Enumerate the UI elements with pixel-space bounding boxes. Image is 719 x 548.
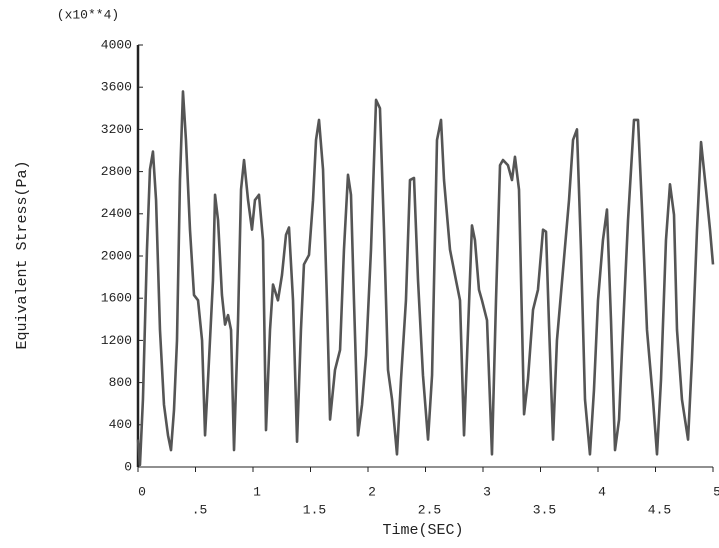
y-tick-label: 2800	[101, 164, 132, 179]
y-tick-label: 0	[124, 459, 132, 474]
x-tick-label: 4	[598, 484, 606, 499]
y-tick-label: 1200	[101, 333, 132, 348]
y-tick-label: 2000	[101, 248, 132, 263]
x-tick-label: 3	[483, 484, 491, 499]
x-tick-label: 5	[713, 484, 719, 499]
x-tick-label: 4.5	[648, 502, 671, 517]
annotation: (x10**4)	[57, 7, 119, 22]
y-tick-label: 2400	[101, 206, 132, 221]
x-tick-label: 1	[253, 484, 261, 499]
x-tick-label: 2.5	[418, 502, 441, 517]
x-tick-label: .5	[192, 502, 208, 517]
y-tick-label: 4000	[101, 37, 132, 52]
y-tick-label: 800	[109, 375, 132, 390]
x-tick-label: 3.5	[533, 502, 556, 517]
y-tick-label: 400	[109, 417, 132, 432]
x-tick-label: 1.5	[303, 502, 326, 517]
x-tick-label: 2	[368, 484, 376, 499]
x-tick-label: 0	[138, 484, 146, 499]
y-tick-label: 1600	[101, 291, 132, 306]
y-tick-label: 3200	[101, 122, 132, 137]
x-axis-label: Time(SEC)	[382, 522, 463, 539]
y-tick-label: 3600	[101, 80, 132, 95]
y-axis-label: Equivalent Stress(Pa)	[14, 160, 31, 349]
data-line	[136, 90, 715, 467]
